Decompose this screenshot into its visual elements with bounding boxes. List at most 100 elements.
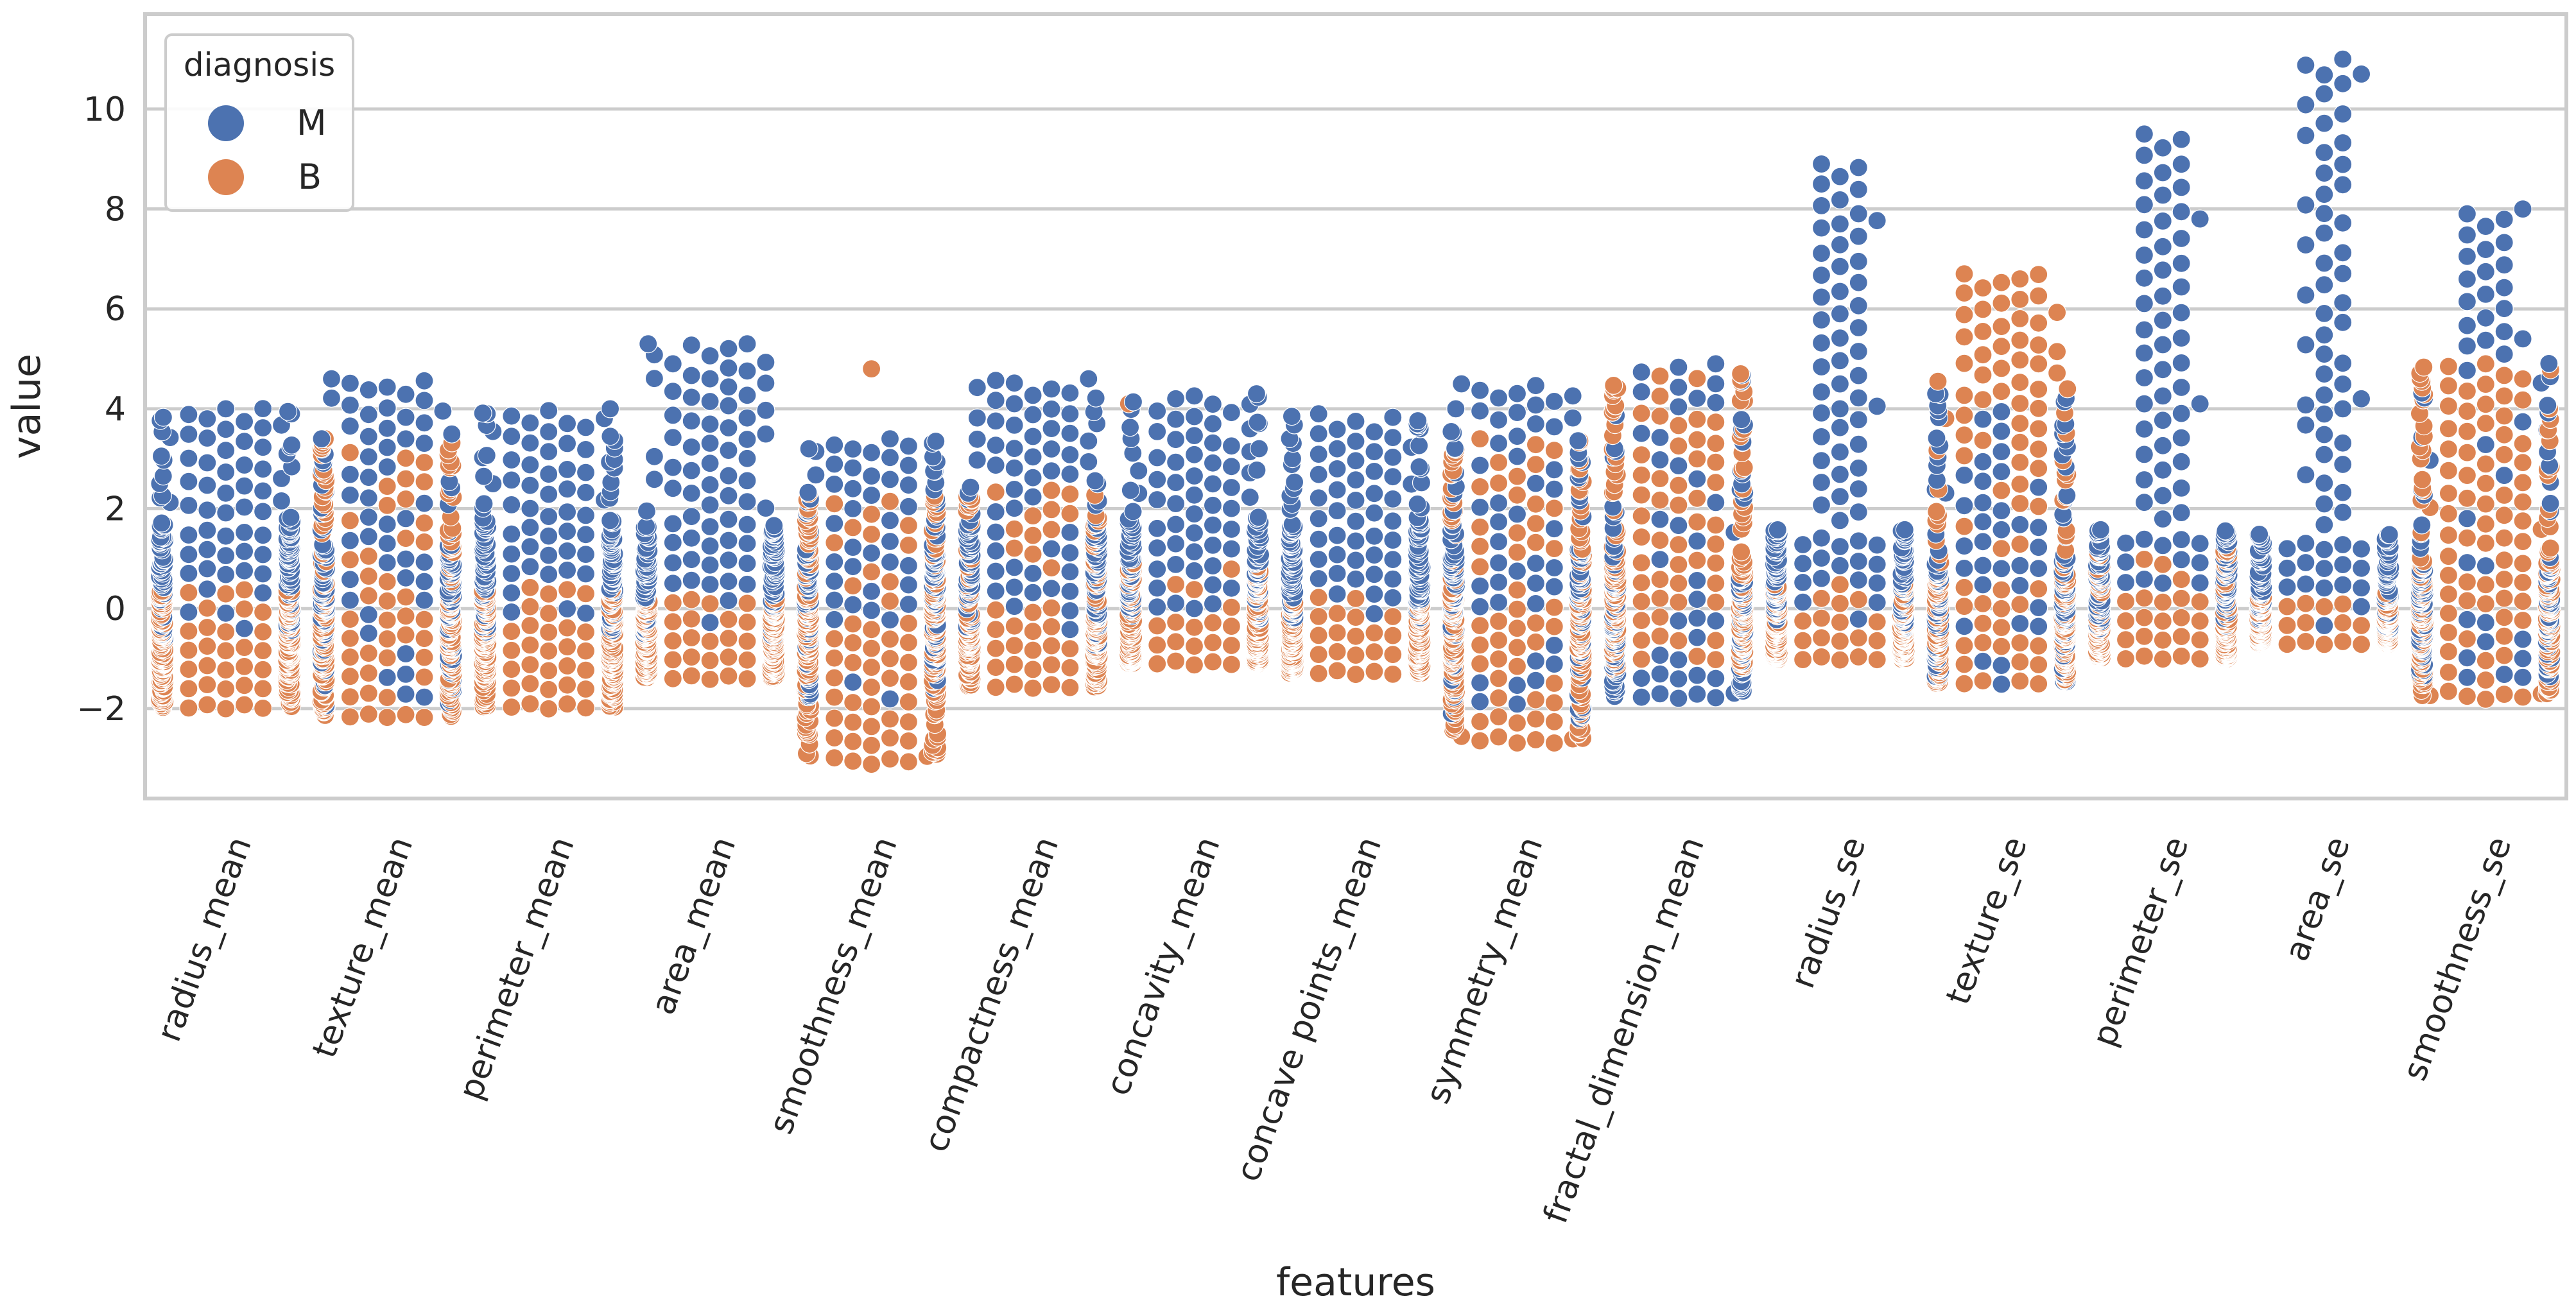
point-m (1222, 579, 1240, 597)
point-m (415, 573, 433, 591)
point-m (254, 565, 272, 583)
point-m (844, 499, 862, 517)
point-b (1471, 537, 1489, 555)
point-b (1670, 632, 1688, 650)
point-m (682, 462, 700, 479)
point-m (701, 454, 719, 472)
point-m (397, 665, 415, 683)
point-b (521, 695, 539, 713)
point-b (503, 679, 521, 697)
point-b (1024, 603, 1042, 621)
point-m (254, 546, 272, 564)
point-m (664, 429, 682, 447)
point-b (577, 585, 595, 603)
point-m (1148, 560, 1166, 578)
point-b (682, 591, 700, 609)
point-m (844, 459, 862, 477)
point-b (397, 607, 415, 625)
point-b (1490, 632, 1508, 650)
point-b (1204, 634, 1222, 652)
point-m (1042, 540, 1060, 558)
point-m (1328, 546, 1346, 564)
point-m (1005, 578, 1023, 596)
point-m (720, 340, 738, 358)
point-m (558, 542, 576, 560)
point-m (881, 533, 899, 551)
point-m (701, 576, 719, 594)
point-m (397, 685, 415, 703)
point-m (720, 467, 738, 485)
point-m (1130, 462, 1148, 480)
point-b (415, 668, 433, 686)
point-m (1365, 443, 1383, 461)
point-m (1042, 380, 1060, 398)
point-m (478, 447, 496, 465)
point-b (1186, 656, 1204, 674)
point-m (415, 494, 433, 512)
point-b (1526, 614, 1544, 632)
point-b (198, 657, 216, 675)
point-m (1471, 674, 1489, 692)
point-m (1471, 456, 1489, 474)
point-b (540, 662, 558, 680)
point-b (1545, 617, 1563, 635)
point-b (521, 656, 539, 674)
point-m (1471, 381, 1489, 399)
point-m (1024, 488, 1042, 506)
point-m (1490, 573, 1508, 591)
point-m (720, 510, 738, 528)
point-m (1707, 612, 1725, 630)
point-m (474, 404, 492, 422)
point-m (826, 610, 843, 628)
point-m (1310, 551, 1327, 569)
point-b (720, 667, 738, 685)
point-m (601, 427, 619, 445)
point-b (1508, 524, 1526, 542)
point-m (757, 354, 775, 372)
point-m (1508, 447, 1526, 465)
point-m (1347, 551, 1365, 569)
point-b (863, 621, 881, 639)
point-b (254, 680, 272, 698)
point-b (899, 517, 917, 535)
point-b (1347, 609, 1365, 626)
point-b (1508, 543, 1526, 561)
point-b (558, 695, 576, 713)
point-m (1707, 355, 1725, 373)
point-m (236, 619, 254, 637)
point-b (863, 563, 881, 581)
point-b (881, 573, 899, 591)
point-b (738, 651, 756, 669)
point-b (738, 613, 756, 631)
point-m (503, 407, 521, 425)
point-m (701, 537, 719, 555)
point-m (1005, 395, 1023, 413)
point-m (701, 496, 719, 514)
point-m (738, 386, 756, 404)
point-m (844, 539, 862, 557)
point-m (1024, 583, 1042, 601)
point-b (881, 592, 899, 610)
point-m (1148, 519, 1166, 537)
point-m (757, 401, 775, 419)
point-m (1204, 496, 1222, 514)
point-b (1545, 499, 1563, 517)
point-b (1148, 617, 1166, 635)
point-m (1651, 510, 1669, 528)
point-m (1365, 605, 1383, 623)
point-m (682, 367, 700, 384)
point-b (1813, 648, 1831, 666)
point-m (738, 575, 756, 593)
point-b (540, 623, 558, 641)
point-m (682, 508, 700, 526)
point-m (154, 408, 172, 426)
point-b (1222, 598, 1240, 616)
point-b (1148, 636, 1166, 654)
point-b (1384, 646, 1402, 664)
point-m (378, 554, 396, 572)
point-b (682, 667, 700, 685)
point-m (720, 573, 738, 591)
point-b (664, 651, 682, 669)
point-b (198, 637, 216, 655)
point-b (1707, 574, 1725, 592)
